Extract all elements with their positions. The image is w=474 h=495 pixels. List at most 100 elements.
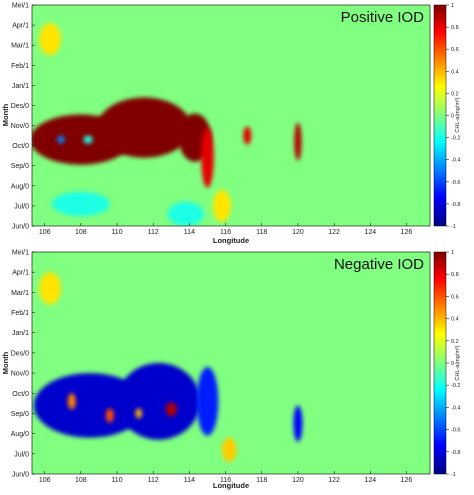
heatmap-blob	[97, 97, 192, 158]
x-tick-label: 118	[256, 477, 267, 484]
heatmap-blob	[196, 367, 219, 436]
y-tick-label: Mar/1	[11, 43, 29, 50]
y-tick-label: Jun/0	[12, 472, 29, 479]
colorbar-tick-label: 0.2	[451, 339, 459, 345]
colorbar-label: CHL-a(mg/m³)	[455, 97, 461, 132]
heatmap-blob	[39, 23, 61, 56]
colorbar-tick-label: 0.6	[451, 47, 459, 53]
y-tick-label: Apr/1	[12, 270, 29, 277]
heatmap-blob	[294, 122, 302, 161]
colorbar-tick-label: -1	[451, 472, 456, 478]
x-tick-label: 114	[184, 477, 195, 484]
x-tick-label: 108	[75, 229, 87, 236]
y-tick-label: Nov/0	[11, 123, 29, 130]
y-tick-label: Jun/0	[12, 224, 29, 231]
heatmap-blob	[167, 201, 204, 226]
x-axis-ticks: 106 108 110 112 114 116 118 120 122 124 126	[39, 223, 413, 236]
y-tick-label: Mei/1	[12, 3, 29, 10]
colorbar-tick-label: -0.2	[451, 136, 460, 142]
x-tick-label: 106	[39, 477, 51, 484]
heatmap-blob	[51, 191, 110, 216]
heatmap-plot-area	[32, 23, 302, 226]
y-tick-label: Nov/0	[11, 371, 29, 378]
x-tick-label: 124	[364, 229, 376, 236]
y-tick-label: Apr/1	[12, 23, 29, 30]
heatmap-background	[32, 5, 430, 226]
y-tick-label: Jan/1	[12, 330, 29, 337]
chart-svg-negative-iod: 106 108 110 112 114 116 118 120 122 124 126 Jun/0J…	[1, 250, 461, 491]
y-axis-ticks: Jun/0 Jul/0 Aug/0 Sep/0 Oct/0 Nov/0 Des/0 Jan/1…	[11, 3, 35, 231]
x-tick-label: 120	[292, 229, 304, 236]
colorbar	[433, 251, 447, 475]
colorbar-tick-label: 1	[451, 250, 454, 256]
x-tick-label: 116	[220, 477, 231, 484]
y-tick-label: Sep/0	[11, 163, 29, 170]
colorbar-tick-label: 0	[451, 361, 454, 367]
x-tick-label: 124	[364, 477, 376, 484]
colorbar-tick-label: 0.6	[451, 294, 459, 300]
chart-panel-positive-iod: 106 108 110 112 114 116 118 120 122 124 126 Jun/0 J…	[0, 0, 474, 246]
x-axis-label: Longitude	[213, 236, 249, 245]
chart-title: Negative IOD	[334, 256, 424, 273]
colorbar-tick-label: 0.8	[451, 25, 459, 31]
y-axis-label: Month	[1, 103, 10, 126]
heatmap-plot-area	[33, 272, 303, 462]
heatmap-blob	[243, 126, 252, 145]
heatmap-blob	[201, 127, 214, 188]
x-tick-label: 112	[148, 229, 159, 236]
heatmap-blob	[83, 135, 93, 144]
colorbar-tick-label: -1	[451, 224, 456, 230]
colorbar-tick-label: -0.2	[451, 383, 460, 389]
y-tick-label: Feb/1	[11, 310, 29, 317]
x-tick-label: 114	[184, 229, 195, 236]
heatmap-blob	[39, 272, 61, 305]
y-tick-label: Des/0	[11, 103, 29, 110]
y-tick-label: Sep/0	[11, 411, 29, 418]
colorbar-tick-label: 0.8	[451, 272, 459, 278]
colorbar-tick-label: -0.8	[451, 450, 460, 456]
colorbar	[433, 4, 447, 227]
y-tick-label: Jan/1	[12, 83, 29, 90]
y-tick-label: Oct/0	[12, 391, 29, 398]
y-axis-label: Month	[1, 351, 10, 374]
colorbar-tick-label: -0.4	[451, 405, 460, 411]
y-tick-label: Oct/0	[12, 143, 29, 150]
chart-title: Positive IOD	[341, 9, 425, 26]
colorbar-ticks: 1 0.8 0.6 0.4 0.2 0 -0.2 -0.4 -0.6 -0.8 -1	[446, 3, 460, 230]
heatmap-blob	[135, 408, 142, 419]
colorbar-label: CHL-a(mg/m³)	[455, 345, 461, 380]
x-tick-label: 116	[220, 229, 231, 236]
colorbar-tick-label: -0.6	[451, 428, 460, 434]
heatmap-blob	[57, 135, 65, 144]
x-tick-label: 120	[292, 477, 304, 484]
x-tick-label: 108	[75, 477, 87, 484]
heatmap-blob	[117, 363, 201, 440]
colorbar-tick-label: -0.4	[451, 158, 460, 164]
y-tick-label: Jul/0	[14, 203, 29, 210]
heatmap-blob	[293, 405, 303, 442]
colorbar-tick-label: 1	[451, 3, 454, 9]
colorbar-tick-label: 0	[451, 114, 454, 120]
heatmap-blob	[105, 408, 114, 423]
x-tick-label: 106	[39, 229, 51, 236]
x-tick-label: 126	[401, 229, 413, 236]
x-axis-ticks: 106 108 110 112 114 116 118 120 122 124 126	[39, 471, 413, 484]
chart-svg-positive-iod: 106 108 110 112 114 116 118 120 122 124 126 Jun/0J…	[1, 3, 461, 246]
y-axis-ticks: Jun/0 Jul/0 Aug/0 Sep/0 Oct/0 Nov/0 Des/0 Jan/1…	[11, 250, 35, 479]
y-tick-label: Jul/0	[14, 451, 29, 458]
x-tick-label: 110	[111, 477, 122, 484]
colorbar-tick-label: -0.6	[451, 180, 460, 186]
colorbar-tick-label: -0.8	[451, 202, 460, 208]
heatmap-blob	[212, 189, 231, 222]
x-tick-label: 118	[256, 229, 267, 236]
x-tick-label: 126	[401, 477, 413, 484]
y-tick-label: Mei/1	[12, 250, 29, 257]
y-tick-label: Mar/1	[11, 290, 29, 297]
colorbar-tick-label: 0.2	[451, 91, 459, 97]
chart-panel-negative-iod: 106 108 110 112 114 116 118 120 122 124 126 Jun/0 J…	[0, 245, 474, 491]
heatmap-blob	[221, 437, 237, 462]
y-tick-label: Feb/1	[11, 63, 29, 70]
y-tick-label: Aug/0	[11, 431, 29, 438]
x-tick-label: 122	[328, 229, 340, 236]
colorbar-tick-label: 0.4	[451, 69, 459, 75]
